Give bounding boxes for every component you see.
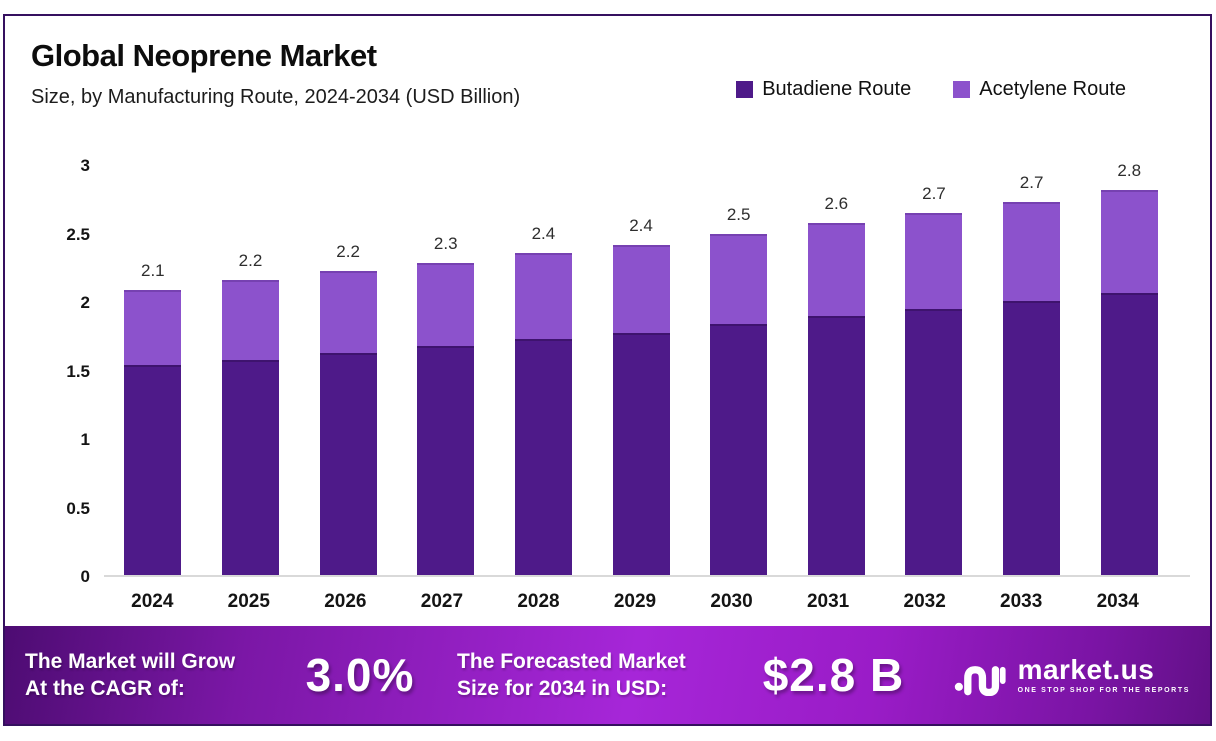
bar-segment-butadiene	[710, 324, 768, 575]
bar-segment-acetylene	[1003, 202, 1061, 301]
brand-tagline: ONE STOP SHOP FOR THE REPORTS	[1017, 687, 1190, 694]
brand-block: market.us ONE STOP SHOP FOR THE REPORTS	[954, 650, 1190, 701]
forecast-caption-line1: The Forecasted Market	[457, 650, 686, 673]
bar-column: 2.1	[104, 261, 202, 575]
x-axis-label: 2031	[806, 591, 850, 612]
bar-segment-acetylene	[221, 280, 279, 360]
market-us-logo-icon	[954, 650, 1006, 701]
bar-column: 2.4	[592, 216, 690, 575]
bar-total-label: 2.6	[824, 193, 849, 213]
legend-item: Butadiene Route	[736, 78, 911, 101]
cagr-caption: The Market will Grow At the CAGR of:	[25, 648, 281, 702]
bar-segment-butadiene	[612, 332, 670, 575]
bar-segment-acetylene	[905, 213, 963, 310]
chart-subtitle: Size, by Manufacturing Route, 2024-2034 …	[31, 86, 521, 108]
y-axis-tick: 2	[80, 293, 90, 312]
bar-total-label: 2.7	[1019, 173, 1044, 193]
x-axis-label: 2025	[227, 591, 270, 612]
y-axis-tick: 1.5	[66, 361, 90, 381]
bar-segment-acetylene	[417, 262, 475, 347]
cagr-value: 3.0%	[305, 649, 415, 701]
x-axis-label: 2028	[517, 591, 560, 612]
x-axis-label: 2024	[131, 591, 174, 612]
footer-banner: The Market will Grow At the CAGR of: 3.0…	[5, 626, 1210, 724]
legend-label: Butadiene Route	[762, 78, 912, 100]
x-axis-label: 2029	[613, 591, 657, 612]
bar-segment-butadiene	[905, 309, 963, 575]
bar-column: 2.7	[983, 173, 1081, 575]
x-axis-label: 2032	[903, 591, 946, 612]
forecast-caption-line2: Size for 2034 in USD:	[457, 677, 668, 700]
chart-title: Global Neoprene Market	[31, 38, 377, 73]
y-axis-tick: 1	[80, 430, 90, 449]
y-axis-tick: 3	[80, 156, 90, 175]
bar-segment-acetylene	[807, 222, 865, 317]
bar-total-label: 2.1	[141, 261, 165, 281]
forecast-value: $2.8 B	[762, 649, 905, 701]
brand-name: market.us	[1017, 654, 1155, 685]
bar-segment-acetylene	[710, 233, 768, 325]
bar-total-label: 2.2	[336, 241, 360, 261]
legend-label: Acetylene Route	[979, 78, 1126, 100]
bar-total-label: 2.7	[922, 184, 946, 204]
x-axis-label: 2026	[324, 591, 367, 612]
bar-total-label: 2.2	[238, 251, 263, 271]
chart-header: Global Neoprene Market Size, by Manufact…	[31, 38, 1196, 138]
bar-total-label: 2.8	[1117, 161, 1142, 181]
x-axis-label: 2033	[1000, 591, 1043, 612]
cagr-caption-line1: The Market will Grow	[25, 650, 236, 673]
y-axis: 0 0.5 1 1.5 2 2.5 3	[31, 156, 104, 586]
bar-segment-acetylene	[514, 253, 572, 340]
bar-column: 2.3	[397, 234, 495, 575]
x-axis-label: 2027	[420, 591, 464, 612]
y-axis-tick: 0.5	[66, 498, 90, 518]
bar-segment-butadiene	[1100, 292, 1158, 575]
bar-column: 2.7	[885, 184, 983, 575]
bar-total-label: 2.3	[433, 233, 458, 253]
bar-total-label: 2.4	[531, 224, 556, 244]
bar-column: 2.8	[1080, 161, 1178, 575]
bar-segment-butadiene	[807, 316, 865, 575]
legend: Butadiene Route Acetylene Route	[736, 78, 1126, 101]
bar-segment-acetylene	[1100, 190, 1158, 293]
bar-segment-acetylene	[319, 270, 377, 354]
forecast-caption: The Forecasted Market Size for 2034 in U…	[457, 648, 739, 702]
bar-total-label: 2.5	[726, 204, 751, 224]
brand-text: market.us ONE STOP SHOP FOR THE REPORTS	[1017, 654, 1190, 695]
bar-column: 2.2	[299, 242, 397, 575]
bar-segment-acetylene	[124, 290, 182, 366]
legend-item: Acetylene Route	[953, 78, 1126, 101]
bar-segment-butadiene	[417, 346, 475, 575]
title-block: Global Neoprene Market Size, by Manufact…	[31, 38, 1196, 109]
bar-segment-acetylene	[612, 244, 670, 333]
bar-segment-butadiene	[124, 365, 182, 575]
cagr-caption-line2: At the CAGR of:	[25, 677, 185, 700]
y-axis-tick: 2.5	[66, 224, 90, 244]
bar-column: 2.2	[202, 251, 300, 575]
bar-segment-butadiene	[221, 359, 279, 575]
y-axis-tick: 0	[80, 567, 90, 586]
x-axis-label: 2034	[1096, 591, 1139, 612]
bar-column: 2.4	[495, 224, 593, 575]
bar-total-label: 2.4	[629, 215, 653, 235]
bars-plot: 2.1 2.2 2.2 2.3 2.4 2.4 2.5 2.6 2.7 2.7 2.8	[104, 161, 1190, 577]
bar-column: 2.6	[787, 194, 885, 575]
chart-frame: Global Neoprene Market Size, by Manufact…	[3, 14, 1212, 726]
bar-column: 2.5	[690, 205, 788, 575]
plot-area: 0 0.5 1 1.5 2 2.5 3 2.1 2.2 2.2 2.3 2.4 2.4 2.5 2.6 2.…	[31, 156, 1196, 586]
chart-section: Global Neoprene Market Size, by Manufact…	[5, 16, 1210, 626]
bar-segment-butadiene	[319, 353, 377, 575]
legend-swatch-icon	[953, 81, 971, 98]
bar-segment-butadiene	[1003, 301, 1061, 575]
x-axis-label: 2030	[710, 591, 753, 612]
legend-swatch-icon	[736, 81, 754, 98]
bar-segment-butadiene	[514, 339, 572, 575]
x-axis: 2024 2025 2026 2027 2028 2029 2030 2031 2032 2033…	[104, 591, 1178, 613]
